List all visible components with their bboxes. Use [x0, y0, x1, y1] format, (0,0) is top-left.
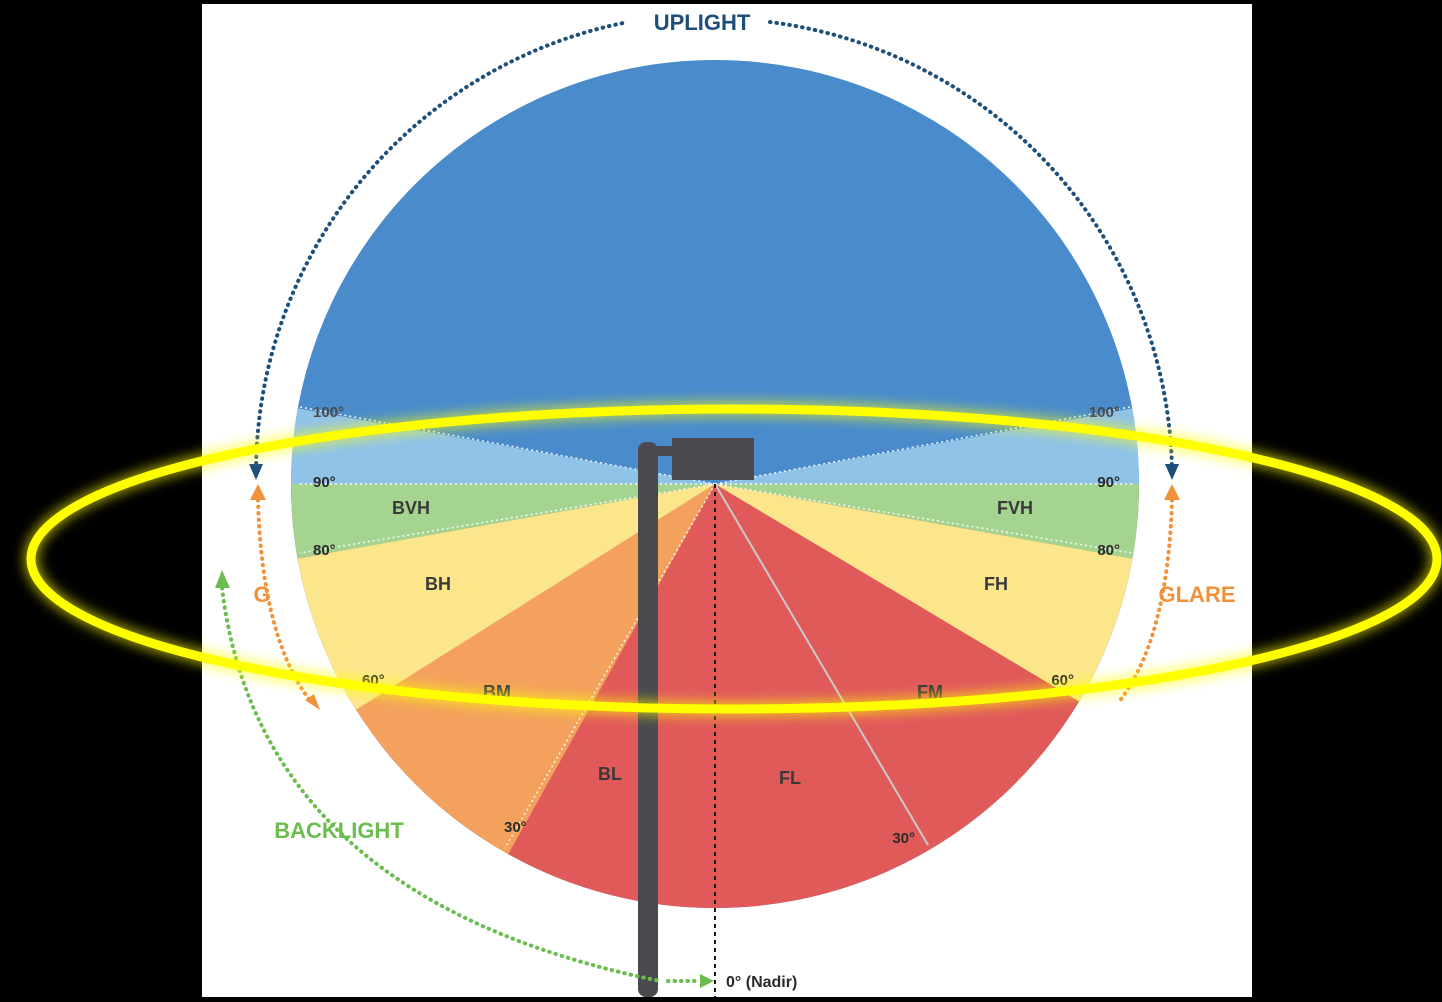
zone-label-fh: FH: [984, 574, 1008, 594]
glare-label: GLARE: [1159, 582, 1236, 607]
glare-arrowhead-icon: [1164, 484, 1180, 500]
highlight-ellipse: [26, 404, 1442, 714]
uplight-arc-right: [768, 20, 1174, 472]
angle-left-30: 30°: [504, 819, 527, 836]
pole-arm: [650, 446, 678, 456]
backlight-arrowhead-icon: [700, 974, 714, 988]
glare-arrowhead-icon: [305, 694, 320, 710]
fh-zone: [715, 484, 1139, 705]
zone-label-bl: BL: [598, 764, 622, 784]
angle-left-100: 100°: [313, 404, 344, 421]
angle-right-60: 60°: [1051, 672, 1074, 689]
bh-zone: [291, 484, 715, 720]
angle-left-80: 80°: [313, 542, 336, 559]
uplight-arrowhead-icon: [249, 464, 263, 480]
glare-arc-left: [256, 498, 314, 705]
uplight-label: UPLIGHT: [654, 10, 751, 35]
zone-label-fvh: FVH: [997, 498, 1033, 518]
backlight-arc: [220, 586, 662, 983]
glare-arrowhead-icon: [250, 484, 266, 500]
zone-label-fm: FM: [917, 682, 943, 702]
angle-left-90: 90°: [313, 474, 336, 491]
uplight-arc: [254, 20, 630, 472]
angle-right-90: 90°: [1097, 474, 1120, 491]
zone-label-bvh: BVH: [392, 498, 430, 518]
glare-short-label: G: [253, 582, 270, 607]
nadir-label: 0° (Nadir): [726, 974, 797, 991]
street-light-pole-icon: [638, 442, 658, 997]
zone-label-bh: BH: [425, 574, 451, 594]
zone-label-fl: FL: [779, 768, 801, 788]
angle-right-80: 80°: [1097, 542, 1120, 559]
luminaire-head-icon: [672, 438, 754, 480]
angle-right-30: 30°: [892, 830, 915, 847]
fl-fm-boundary: [714, 483, 929, 846]
backlight-label: BACKLIGHT: [274, 818, 404, 843]
uplight-arrowhead-icon: [1165, 464, 1179, 480]
backlight-arrowhead-icon: [215, 570, 230, 588]
angle-right-100: 100°: [1089, 404, 1120, 421]
